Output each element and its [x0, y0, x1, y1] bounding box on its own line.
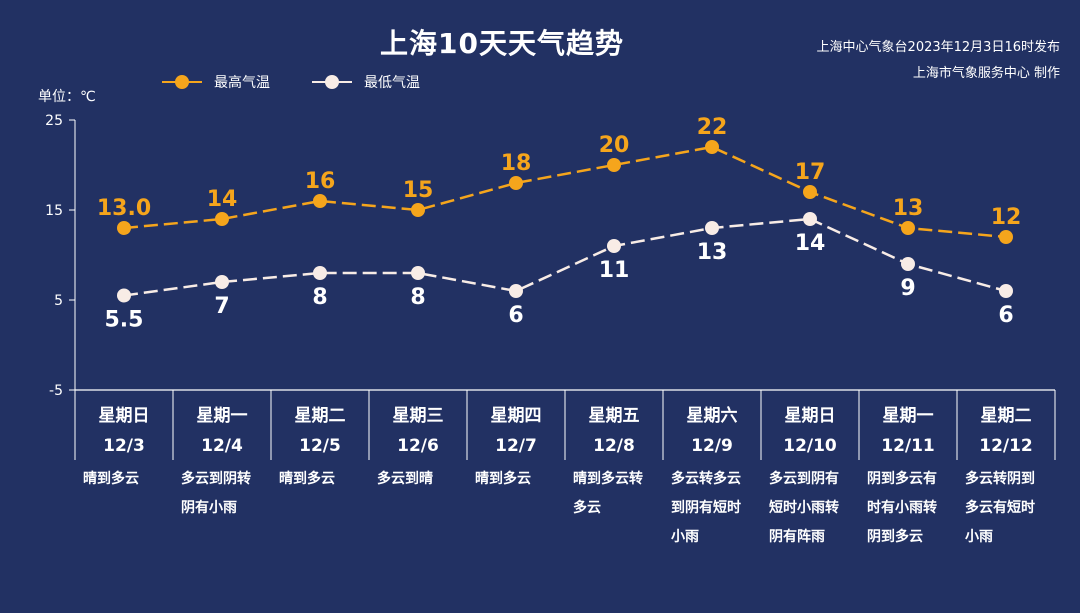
weather-desc-line: 小雨: [671, 529, 699, 545]
weekday-label: 星期一: [197, 406, 248, 426]
weather-desc-line: 时有小雨转: [867, 499, 937, 516]
low-temp-label: 6: [508, 303, 523, 328]
low-temp-label: 9: [900, 276, 915, 301]
weather-desc-line: 阴有阵雨: [769, 528, 825, 545]
weekday-label: 星期三: [393, 406, 444, 426]
legend-high-marker: [162, 75, 202, 89]
weekday-label: 星期一: [883, 406, 934, 426]
low-temp-point: [901, 257, 915, 271]
weekday-label: 星期六: [687, 405, 738, 426]
low-temp-label: 6: [998, 303, 1013, 328]
high-temp-point: [607, 158, 621, 172]
high-temp-label: 16: [305, 169, 336, 194]
weekday-label: 星期日: [99, 406, 150, 426]
high-temp-point: [901, 221, 915, 235]
low-temp-point: [509, 284, 523, 298]
issuer-credit: 上海中心气象台2023年12月3日16时发布: [816, 40, 1060, 55]
legend-high: 最高气温: [160, 72, 270, 92]
date-label: 12/5: [299, 436, 341, 456]
weather-desc-line: 多云转阴到: [965, 470, 1035, 487]
y-tick-label: 15: [45, 203, 63, 219]
high-temp-label: 15: [403, 178, 434, 203]
weather-desc-line: 阴到多云有: [867, 470, 937, 487]
weather-desc-line: 到阴有短时: [671, 499, 741, 516]
low-temp-point: [705, 221, 719, 235]
high-temp-label: 17: [795, 160, 826, 185]
weekday-label: 星期二: [295, 406, 346, 426]
high-temp-point: [117, 221, 131, 235]
high-temp-point: [999, 230, 1013, 244]
high-temp-label: 22: [697, 115, 728, 140]
legend-low-marker: [312, 75, 352, 89]
weather-desc-line: 晴到多云: [279, 470, 335, 487]
weather-desc-line: 多云有短时: [965, 499, 1035, 516]
legend-high-label: 最高气温: [214, 75, 270, 91]
weather-desc-line: 晴到多云: [83, 470, 139, 487]
high-temp-point: [803, 185, 817, 199]
weekday-label: 星期五: [589, 406, 640, 426]
date-label: 12/4: [201, 436, 243, 456]
low-temp-point: [117, 288, 131, 303]
high-temp-label: 14: [207, 187, 238, 212]
low-temp-point: [607, 239, 621, 253]
low-temp-label: 8: [312, 285, 327, 310]
low-temp-point: [411, 266, 425, 280]
low-temp-label: 11: [599, 258, 630, 283]
low-temp-label: 8: [410, 285, 425, 310]
legend-low: 最低气温: [310, 72, 420, 92]
weather-desc-line: 多云到阴转: [181, 470, 251, 487]
high-temp-point: [705, 140, 719, 154]
low-temp-label: 5.5: [105, 308, 144, 333]
date-label: 12/6: [397, 436, 439, 456]
low-temp-point: [215, 275, 229, 289]
weather-desc-line: 小雨: [965, 529, 993, 545]
low-temp-label: 7: [214, 294, 229, 319]
high-temp-line: [123, 145, 1007, 239]
date-label: 12/12: [979, 436, 1033, 456]
weekday-label: 星期四: [491, 406, 542, 426]
unit-label: 单位：℃: [38, 89, 96, 105]
high-temp-label: 20: [599, 133, 630, 158]
high-temp-point: [215, 212, 229, 226]
high-temp-point: [313, 194, 327, 208]
high-temp-label: 18: [501, 151, 532, 176]
weather-desc-line: 阴有小雨: [181, 499, 237, 516]
low-temp-point: [803, 212, 817, 226]
high-temp-label: 13: [893, 196, 924, 221]
high-temp-point: [509, 176, 523, 190]
high-temp-point: [411, 203, 425, 217]
low-temp-label: 13: [697, 240, 728, 265]
low-temp-label: 14: [795, 231, 826, 256]
weather-desc-line: 晴到多云: [475, 470, 531, 487]
date-label: 12/10: [783, 436, 837, 456]
producer-credit: 上海市气象服务中心 制作: [912, 66, 1060, 81]
low-temp-point: [313, 266, 327, 280]
y-tick-label: 25: [45, 113, 63, 129]
low-temp-line: [123, 217, 1007, 297]
date-label: 12/11: [881, 436, 935, 456]
high-temp-label: 12: [991, 205, 1022, 230]
weather-desc-line: 晴到多云转: [573, 470, 643, 487]
date-label: 12/3: [103, 436, 145, 456]
weather-desc-line: 短时小雨转: [769, 499, 839, 516]
weather-desc-line: 多云转多云: [671, 470, 741, 487]
date-label: 12/7: [495, 436, 537, 456]
weather-desc-line: 阴到多云: [867, 528, 923, 545]
weekday-label: 星期日: [785, 406, 836, 426]
legend-low-label: 最低气温: [364, 75, 420, 91]
date-label: 12/9: [691, 436, 733, 456]
low-temp-point: [999, 284, 1013, 298]
y-tick-label: 5: [54, 293, 63, 309]
high-temp-label: 13.0: [97, 196, 151, 221]
weather-desc-line: 多云: [573, 499, 601, 516]
weekday-label: 星期二: [981, 406, 1032, 426]
date-label: 12/8: [593, 436, 635, 456]
y-tick-label: -5: [49, 383, 63, 399]
weather-desc-line: 多云到晴: [377, 470, 433, 487]
chart-title: 上海10天天气趋势: [380, 27, 624, 60]
weather-desc-line: 多云到阴有: [769, 470, 839, 487]
